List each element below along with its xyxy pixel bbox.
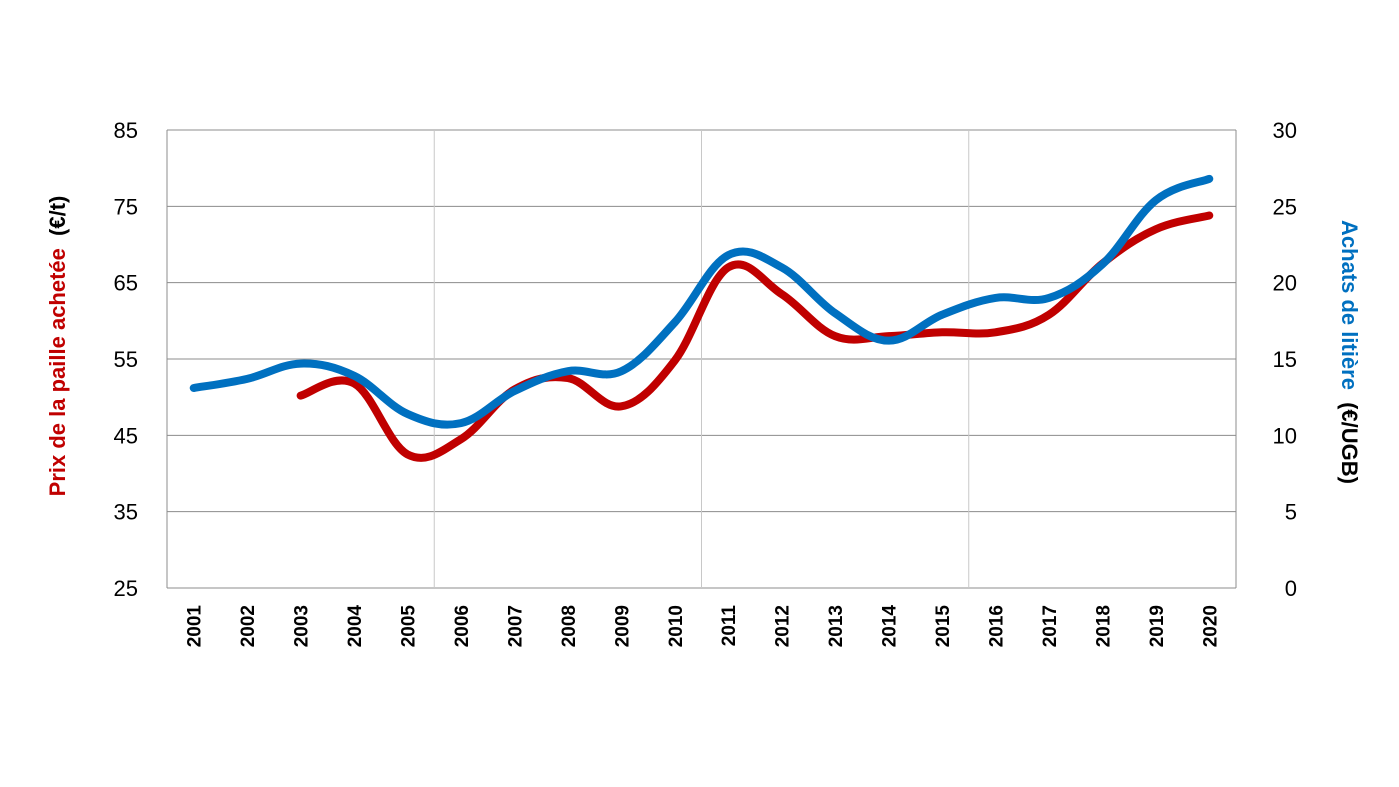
left-tick-label: 75 (114, 194, 138, 219)
left-tick-label: 55 (114, 347, 138, 372)
left-tick-label: 25 (114, 576, 138, 601)
x-tick-label: 2012 (773, 605, 794, 647)
x-tick-label: 2002 (238, 605, 259, 647)
right-tick-label: 5 (1285, 500, 1297, 525)
right-axis-ticks: 30 25 20 15 10 5 0 (1273, 118, 1297, 601)
x-tick-label: 2006 (452, 605, 473, 647)
x-tick-label: 2013 (826, 605, 847, 647)
left-axis-label: Prix de la paille achetée (€/t) (45, 196, 70, 497)
right-tick-label: 30 (1273, 118, 1297, 143)
x-tick-label: 2015 (933, 605, 954, 648)
right-axis-label-main: Achats de litière (1337, 220, 1362, 390)
right-tick-label: 0 (1285, 576, 1297, 601)
left-tick-label: 65 (114, 271, 138, 296)
x-tick-label: 2008 (559, 605, 580, 647)
left-tick-label: 35 (114, 500, 138, 525)
x-tick-label: 2005 (399, 605, 420, 648)
x-tick-label: 2018 (1093, 605, 1114, 647)
left-axis-label-main: Prix de la paille achetée (45, 248, 70, 496)
series-line-bedding-purchases (189, 174, 1214, 429)
x-tick-label: 2014 (880, 605, 901, 648)
x-tick-label: 2011 (719, 605, 740, 647)
x-tick-label: 2017 (1040, 605, 1061, 647)
x-tick-label: 2001 (185, 605, 206, 648)
x-tick-label: 2003 (292, 605, 313, 647)
right-tick-label: 10 (1273, 423, 1297, 448)
right-tick-label: 20 (1273, 271, 1297, 296)
x-axis-ticks: 2001 2002 2003 2004 2005 2006 2007 2008 2009 2010… (185, 605, 1222, 648)
grid (167, 129, 1236, 589)
x-tick-label: 2016 (986, 605, 1007, 647)
right-axis-label: Achats de litière (€/UGB) (1337, 220, 1362, 484)
axes (166, 130, 1237, 588)
right-axis-label-unit: (€/UGB) (1337, 402, 1362, 484)
x-tick-label: 2020 (1200, 605, 1221, 647)
left-tick-label: 45 (114, 423, 138, 448)
left-axis-ticks: 85 75 65 55 45 35 25 (114, 118, 138, 601)
x-tick-label: 2009 (612, 605, 633, 647)
left-tick-label: 85 (114, 118, 138, 143)
right-tick-label: 15 (1273, 347, 1297, 372)
x-tick-label: 2019 (1147, 605, 1168, 647)
series-line-straw-price (296, 211, 1214, 462)
left-axis-label-unit: (€/t) (45, 196, 70, 236)
x-tick-label: 2007 (505, 605, 526, 647)
right-tick-label: 25 (1273, 194, 1297, 219)
x-tick-label: 2004 (345, 605, 366, 648)
series-lines (189, 174, 1214, 462)
x-tick-label: 2010 (666, 605, 687, 647)
